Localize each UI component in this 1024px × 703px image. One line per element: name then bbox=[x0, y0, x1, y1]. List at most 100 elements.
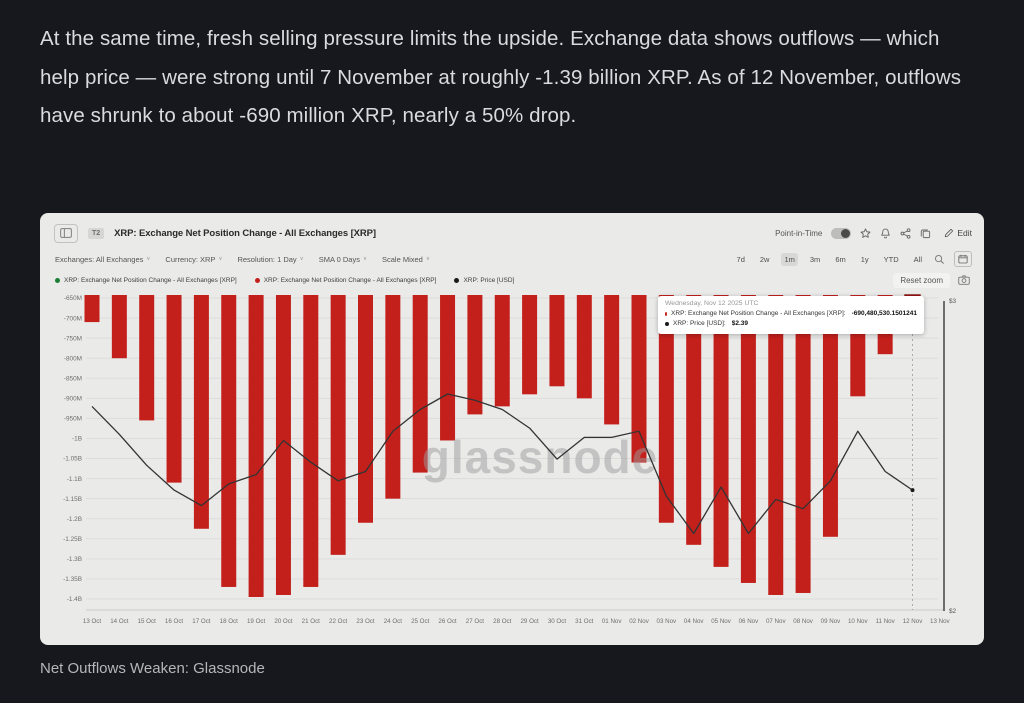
pencil-icon bbox=[945, 228, 954, 238]
bar-23 Oct[interactable] bbox=[358, 295, 373, 523]
range-button-All[interactable]: All bbox=[913, 254, 922, 264]
bar-13 Oct[interactable] bbox=[84, 295, 100, 323]
filter-dropdown-1[interactable]: Currency: XRP ∨ bbox=[165, 255, 222, 264]
bar-01 Nov[interactable] bbox=[604, 295, 620, 425]
bar-21 Oct[interactable] bbox=[303, 295, 319, 587]
range-button-2w[interactable]: 2w bbox=[759, 254, 770, 264]
bar-28 Oct[interactable] bbox=[494, 295, 510, 407]
bar-18 Oct[interactable] bbox=[221, 295, 237, 587]
x-axis-tick-label: 31 Oct bbox=[575, 618, 594, 625]
bar-16 Oct[interactable] bbox=[166, 295, 182, 483]
zoom-search-icon[interactable] bbox=[934, 254, 945, 265]
bar-14 Oct[interactable] bbox=[111, 295, 127, 359]
bar-05 Nov[interactable] bbox=[713, 295, 729, 567]
x-axis-tick-label: 22 Oct bbox=[329, 618, 348, 625]
x-axis-tick-label: 05 Nov bbox=[711, 618, 732, 625]
x-axis-tick-label: 29 Oct bbox=[520, 618, 539, 625]
x-axis-tick-label: 16 Oct bbox=[165, 618, 184, 625]
bar-22 Oct[interactable] bbox=[330, 295, 346, 555]
point-in-time-label: Point-in-Time bbox=[775, 228, 823, 238]
bar-02 Nov[interactable] bbox=[631, 295, 647, 463]
filter-label: Exchanges: All Exchanges bbox=[55, 254, 144, 264]
y-axis-tick-label: -650M bbox=[64, 295, 82, 302]
filter-label: Scale Mixed bbox=[382, 254, 423, 264]
toggle-knob bbox=[841, 228, 851, 238]
share-icon[interactable] bbox=[900, 227, 911, 239]
bell-icon[interactable] bbox=[880, 228, 891, 239]
bar-24 Oct[interactable] bbox=[385, 295, 401, 499]
legend-item-2[interactable]: XRP: Price [USD] bbox=[454, 277, 514, 284]
range-button-YTD[interactable]: YTD bbox=[883, 254, 899, 264]
legend-item-0[interactable]: XRP: Exchange Net Position Change - All … bbox=[55, 277, 237, 284]
y-axis-tick-label: -1.2B bbox=[67, 516, 82, 523]
tier-badge: T2 bbox=[88, 227, 105, 239]
filter-dropdown-3[interactable]: SMA 0 Days ∨ bbox=[319, 255, 367, 264]
chart-tooltip: Wednesday, Nov 12 2025 UTC XRP: Exchange… bbox=[658, 296, 924, 334]
range-button-1y[interactable]: 1y bbox=[860, 254, 869, 264]
bar-25 Oct[interactable] bbox=[412, 295, 428, 473]
bar-17 Oct[interactable] bbox=[193, 295, 209, 529]
copy-icon[interactable] bbox=[920, 228, 931, 239]
camera-icon[interactable] bbox=[958, 275, 970, 285]
range-button-1m[interactable]: 1m bbox=[781, 252, 798, 266]
legend-item-1[interactable]: XRP: Exchange Net Position Change - All … bbox=[254, 277, 436, 284]
bar-20 Oct[interactable] bbox=[275, 295, 291, 595]
article-paragraph: At the same time, fresh selling pressure… bbox=[40, 27, 962, 127]
bar-19 Oct[interactable] bbox=[248, 295, 264, 597]
bar-31 Oct[interactable] bbox=[576, 295, 592, 399]
chevron-down-icon: ∨ bbox=[299, 256, 304, 262]
y-axis-tick-label: -950M bbox=[64, 416, 82, 423]
price-line bbox=[91, 393, 913, 535]
x-axis-tick-label: 17 Oct bbox=[192, 618, 211, 625]
y-axis-tick-label: -1.4B bbox=[67, 596, 82, 603]
bar-07 Nov[interactable] bbox=[768, 295, 784, 595]
x-axis-tick-label: 13 Nov bbox=[930, 618, 951, 625]
point-in-time-toggle[interactable] bbox=[831, 227, 852, 239]
reset-zoom-button[interactable]: Reset zoom bbox=[893, 272, 950, 288]
x-axis-tick-label: 18 Oct bbox=[220, 618, 239, 625]
tooltip-value: $2.39 bbox=[731, 320, 749, 327]
range-buttons: 7d 2w 1m 3m 6m 1y YTD All bbox=[734, 252, 925, 266]
range-button-3m[interactable]: 3m bbox=[809, 254, 821, 264]
bar-04 Nov[interactable] bbox=[686, 295, 702, 545]
expand-panel-button[interactable] bbox=[54, 223, 78, 243]
legend-label: XRP: Price [USD] bbox=[463, 276, 515, 284]
x-axis-tick-label: 08 Nov bbox=[793, 618, 814, 625]
plot-area: -650M -700M -750M -800M -850M -900M -950M -1B -1… bbox=[40, 287, 984, 641]
bar-08 Nov[interactable] bbox=[795, 295, 811, 593]
x-axis-tick-label: 30 Oct bbox=[548, 618, 567, 625]
x-axis-tick-label: 06 Nov bbox=[739, 618, 760, 625]
chart-header-row: T2 XRP: Exchange Net Position Change - A… bbox=[40, 221, 984, 245]
filter-dropdown-4[interactable]: Scale Mixed ∨ bbox=[382, 255, 430, 264]
bar-15 Oct[interactable] bbox=[139, 295, 155, 421]
filter-label: Currency: XRP bbox=[165, 254, 216, 264]
filter-dropdown-0[interactable]: Exchanges: All Exchanges ∨ bbox=[55, 255, 150, 264]
bar-06 Nov[interactable] bbox=[740, 295, 756, 583]
calendar-icon[interactable] bbox=[954, 251, 972, 267]
range-button-6m[interactable]: 6m bbox=[835, 254, 846, 264]
x-axis-tick-label: 13 Oct bbox=[83, 618, 102, 625]
range-button-7d[interactable]: 7d bbox=[736, 254, 745, 264]
bar-26 Oct[interactable] bbox=[440, 295, 456, 441]
x-axis-tick-label: 01 Nov bbox=[602, 618, 623, 625]
x-axis-tick-label: 19 Oct bbox=[247, 618, 266, 625]
tooltip-row-1: XRP: Price [USD]: $2.39 bbox=[665, 319, 917, 329]
x-axis-tick-label: 12 Nov bbox=[903, 618, 924, 625]
x-axis-tick-label: 14 Oct bbox=[110, 618, 129, 625]
x-axis-tick-label: 03 Nov bbox=[657, 618, 678, 625]
bar-27 Oct[interactable] bbox=[467, 295, 483, 415]
bar-03 Nov[interactable] bbox=[658, 295, 674, 523]
x-axis-tick-label: 07 Nov bbox=[766, 618, 787, 625]
chart-canvas[interactable]: -650M -700M -750M -800M -850M -900M -950M -1B -1… bbox=[40, 287, 984, 641]
bar-09 Nov[interactable] bbox=[822, 295, 838, 537]
legend-label: XRP: Exchange Net Position Change - All … bbox=[64, 276, 237, 284]
range-selector: 7d 2w 1m 3m 6m 1y YTD All bbox=[734, 251, 972, 267]
chart-controls-row: Exchanges: All Exchanges ∨ Currency: XRP ∨ R… bbox=[40, 251, 984, 267]
bar-30 Oct[interactable] bbox=[549, 295, 565, 387]
edit-button[interactable]: Edit bbox=[944, 228, 972, 238]
x-axis-tick-label: 23 Oct bbox=[356, 618, 375, 625]
star-icon[interactable] bbox=[860, 227, 871, 239]
y-axis-tick-label: -1.25B bbox=[63, 536, 82, 543]
bar-29 Oct[interactable] bbox=[522, 295, 538, 395]
filter-dropdown-2[interactable]: Resolution: 1 Day ∨ bbox=[237, 255, 303, 264]
